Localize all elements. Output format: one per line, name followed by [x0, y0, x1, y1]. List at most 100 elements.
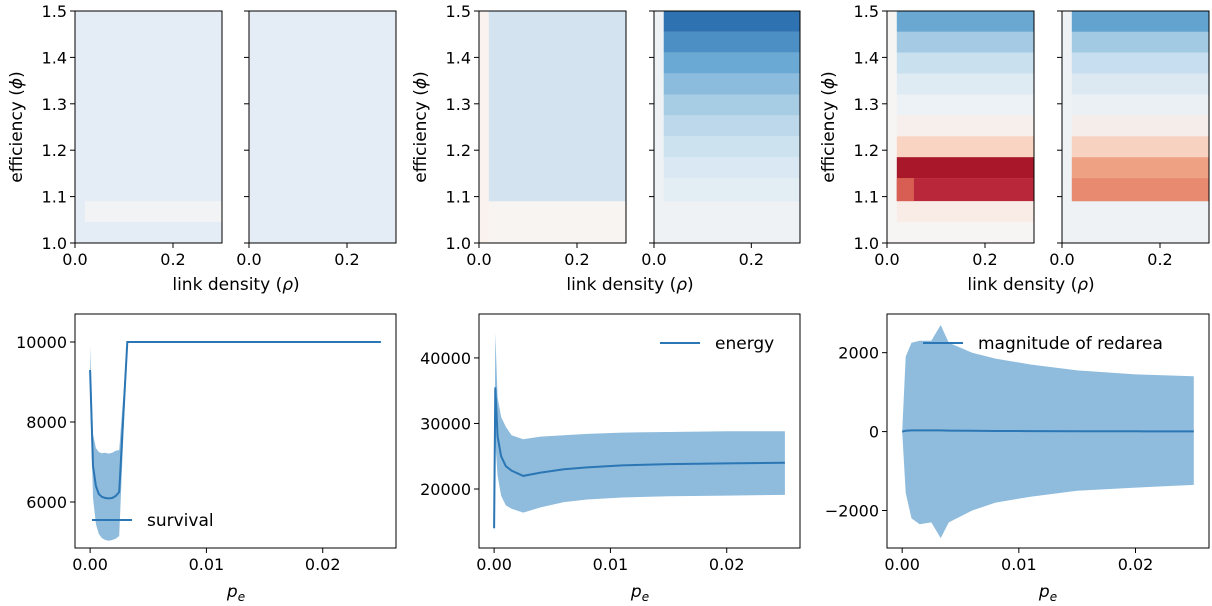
- x-tick-label: 0.02: [305, 555, 341, 574]
- heatmap-cell-band: [663, 136, 800, 158]
- heatmap-cell-band: [896, 178, 1034, 202]
- x-tick-label: 0.00: [884, 555, 920, 574]
- x-tick-label: 0.0: [236, 250, 261, 269]
- series-line: [493, 387, 785, 529]
- y-tick-label: −2000: [825, 502, 879, 521]
- heatmap-cell-band: [896, 31, 1034, 53]
- heatmap-cell-band: [663, 11, 800, 32]
- y-tick-label: 1.0: [854, 234, 879, 253]
- x-tick-label: 0.01: [189, 555, 225, 574]
- x-tick-label: 0.2: [739, 250, 764, 269]
- y-tick-label: 10000: [16, 333, 67, 352]
- axes-frame: [74, 10, 223, 244]
- axes-frame: [653, 10, 801, 244]
- y-tick-label: 20000: [420, 480, 471, 499]
- heatmap-hm-1a: 0.0 0.2 1.0 1.1 1.2 1.3 1.4 1.5: [42, 2, 223, 269]
- heatmap-cell-band: [896, 11, 1034, 32]
- y-tick-label: 1.5: [446, 2, 471, 21]
- x-tick-label: 0.02: [709, 555, 745, 574]
- legend-label: magnitude of redarea: [978, 334, 1163, 354]
- axes-frame: [886, 313, 1210, 549]
- heatmap-cell-band: [896, 157, 1034, 179]
- x-tick-label: 0.01: [1001, 555, 1037, 574]
- x-tick-label: 0.2: [1147, 250, 1172, 269]
- ylabel-efficiency-2: efficiency (ϕ): [411, 71, 431, 183]
- heatmap-cell-band: [896, 136, 1034, 158]
- heatmap-cell-band: [84, 201, 222, 223]
- series-line: [89, 341, 381, 500]
- axes-frame: [1061, 10, 1210, 244]
- heatmap-cell-band: [896, 94, 1034, 116]
- y-tick-label: 40000: [420, 349, 471, 368]
- heatmap-cell-band: [1071, 178, 1209, 202]
- heatmap-cell-band: [479, 11, 489, 243]
- heatmap-cell-band: [1071, 136, 1209, 158]
- y-tick-label: 6000: [26, 493, 67, 512]
- heatmap-cell-band: [1071, 94, 1209, 116]
- std-band: [90, 342, 381, 541]
- heatmap-cell-band: [663, 157, 800, 179]
- line-panel-line-redarea: 0.00 0.01 0.02 −2000 0 2000 magnitude of redar…: [825, 313, 1210, 574]
- line-panel-line-energy: 0.00 0.01 0.02 20000 30000 40000 energy: [420, 313, 801, 574]
- x-tick-label: 0.2: [564, 250, 589, 269]
- ylabel-efficiency-3: efficiency (ϕ): [819, 71, 839, 183]
- heatmap-cell-band: [1071, 157, 1209, 179]
- heatmap-panels: 0.0 0.2 1.0 1.1 1.2 1.3 1.4 1.5 0.0 0.2 0.0 0.2 1.0 1…: [42, 2, 1210, 269]
- x-tick-label: 0.00: [476, 555, 512, 574]
- heatmap-cell-band: [663, 94, 800, 116]
- heatmap-hm-3a: 0.0 0.2 1.0 1.1 1.2 1.3 1.4 1.5: [854, 2, 1035, 269]
- y-tick-label: 8000: [26, 413, 67, 432]
- heatmap-hm-3b: 0.0 0.2: [1049, 10, 1210, 269]
- xlabel-pe-1: pe: [226, 582, 245, 604]
- heatmap-cell-band: [1071, 115, 1209, 137]
- heatmap-cell-band: [896, 201, 1034, 223]
- y-tick-label: 1.4: [854, 48, 879, 67]
- xlabel-link-density-2: link density (ρ): [566, 275, 693, 295]
- y-tick-label: 1.0: [42, 234, 67, 253]
- y-tick-label: 1.3: [42, 95, 67, 114]
- xlabel-link-density-3: link density (ρ): [967, 275, 1094, 295]
- line-panel-line-survival: 0.00 0.01 0.02 6000 8000 10000 survival: [16, 313, 397, 574]
- heatmap-cell-band: [663, 178, 800, 202]
- x-tick-label: 0.2: [334, 250, 359, 269]
- y-tick-label: 2000: [838, 344, 879, 363]
- axes-frame: [74, 313, 397, 549]
- axes-frame: [248, 10, 397, 244]
- heatmap-cell-band: [663, 115, 800, 137]
- x-tick-label: 0.0: [641, 250, 666, 269]
- heatmap-cell-band: [663, 73, 800, 95]
- heatmap-cell-band: [663, 52, 800, 74]
- x-tick-label: 0.00: [72, 555, 108, 574]
- heatmap-cell-band: [1071, 52, 1209, 74]
- xlabel-pe-2: pe: [630, 582, 649, 604]
- axes-frame: [886, 10, 1035, 244]
- heatmap-hm-1b: 0.0 0.2: [236, 10, 397, 269]
- y-tick-label: 1.5: [42, 2, 67, 21]
- heatmap-hm-2a: 0.0 0.2 1.0 1.1 1.2 1.3 1.4 1.5: [446, 2, 627, 269]
- y-tick-label: 0: [869, 423, 879, 442]
- heatmap-cell-band: [1071, 31, 1209, 53]
- x-tick-label: 0.02: [1118, 555, 1154, 574]
- ylabel-efficiency-1: efficiency (ϕ): [7, 71, 27, 183]
- x-tick-label: 0.2: [160, 250, 185, 269]
- heatmap-cell-band: [896, 52, 1034, 74]
- y-tick-label: 1.3: [446, 95, 471, 114]
- axes-frame: [478, 313, 801, 549]
- y-tick-label: 1.2: [854, 141, 879, 160]
- series-line: [901, 429, 1194, 433]
- y-tick-label: 1.2: [42, 141, 67, 160]
- legend-label: energy: [715, 334, 774, 354]
- xlabel-link-density-1: link density (ρ): [172, 275, 299, 295]
- heatmap-background: [249, 11, 396, 243]
- x-tick-label: 0.0: [874, 250, 899, 269]
- y-tick-label: 1.4: [446, 48, 471, 67]
- x-tick-label: 0.0: [466, 250, 491, 269]
- y-tick-label: 1.3: [854, 95, 879, 114]
- x-tick-label: 0.0: [1049, 250, 1074, 269]
- std-band: [494, 333, 785, 535]
- xlabel-pe-3: pe: [1038, 582, 1057, 604]
- y-tick-label: 1.5: [854, 2, 879, 21]
- heatmap-cell-band: [896, 115, 1034, 137]
